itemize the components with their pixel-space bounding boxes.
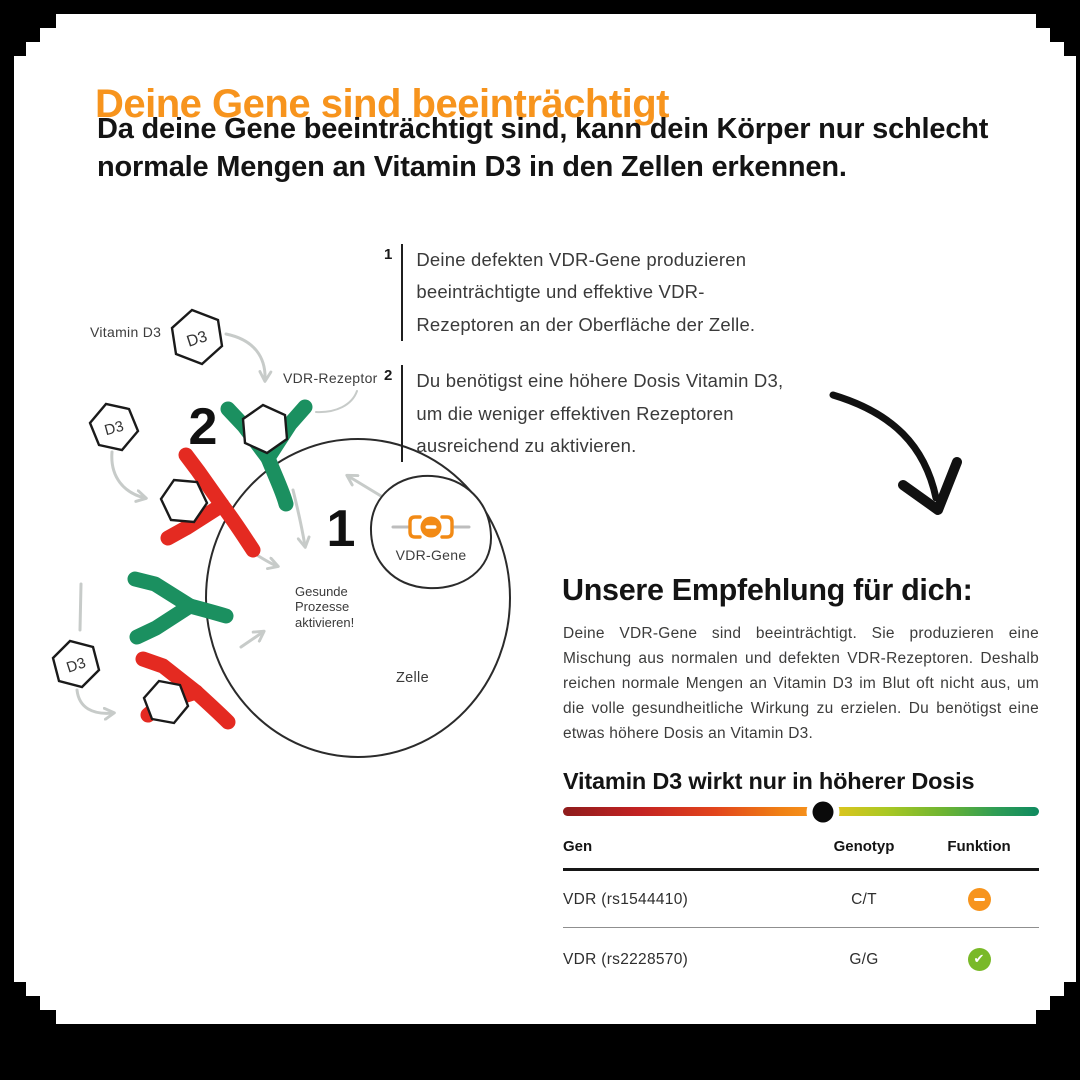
point-number: 1	[384, 246, 393, 263]
arrow-gene-to-membrane	[348, 476, 383, 498]
column-header-gen: Gen	[563, 838, 593, 855]
arrow-d3-to-receptor	[224, 332, 265, 380]
table-row: VDR (rs1544410) C/T	[563, 871, 1039, 928]
flow-arrows	[75, 332, 383, 713]
d3-hexagon-icon	[170, 308, 224, 366]
column-header-genotyp: Genotyp	[833, 838, 895, 855]
recommendation-body: Deine VDR-Gene sind beeinträchtigt. Sie …	[563, 624, 1039, 742]
vitamin-d3-hexagons: D3 D3 D3	[51, 308, 224, 689]
vdr-gene-icon	[391, 515, 471, 539]
vdr-gene-label: VDR-Gene	[396, 547, 467, 563]
docked-hexagon	[159, 478, 209, 524]
step-2-number: 2	[189, 398, 218, 456]
funktion-cell: ✔	[919, 948, 1039, 971]
green-receptor-icon	[127, 571, 234, 645]
cell-label: Zelle	[396, 670, 429, 686]
healthy-processes-label: Gesunde Prozesse aktivieren!	[295, 584, 355, 630]
docked-hexagon	[142, 679, 190, 725]
point-number: 2	[384, 367, 393, 385]
list-item: 1 Deine defekten VDR-Gene produzieren be…	[384, 244, 792, 342]
d3-hexagon-label: D3	[185, 328, 210, 351]
funktion-cell	[919, 888, 1039, 911]
genotyp-cell: G/G	[849, 950, 879, 968]
cell-diagram: D3 D3 D3 VDR-Gene 2 1 Vitamin D3 VDR-Rez…	[51, 308, 511, 758]
table-header-row: Gen Genotyp Funktion	[563, 838, 1039, 871]
line-d3-drop	[78, 582, 83, 632]
point-text: Deine defekten VDR-Gene produzieren beei…	[401, 244, 792, 342]
gen-cell: VDR (rs1544410)	[563, 890, 689, 908]
red-receptor-icon	[160, 447, 261, 558]
genotyp-cell: C/T	[851, 890, 877, 908]
page-title: Deine Gene sind beeinträchtigt	[95, 81, 670, 126]
points-list: 1 Deine defekten VDR-Gene produzieren be…	[384, 244, 792, 486]
list-item: 2 Du benötigst eine höhere Dosis Vitamin…	[384, 365, 792, 463]
column-header-funktion: Funktion	[947, 838, 1011, 855]
arrow-into-cell	[291, 488, 305, 546]
recommendation-heading: Unsere Empfehlung für dich:	[562, 573, 973, 608]
arrow-to-processes	[239, 632, 263, 649]
dose-subheading: Vitamin D3 wirkt nur in höherer Dosis	[563, 767, 975, 794]
point-text: Du benötigst eine höhere Dosis Vitamin D…	[401, 365, 792, 463]
page-subtitle: Da deine Gene beeinträchtigt sind, kann …	[97, 113, 989, 183]
arrow-d3-to-red-receptor	[110, 450, 145, 498]
docked-hexagon	[241, 403, 289, 455]
d3-hexagon-label: D3	[103, 418, 126, 439]
dose-scale-marker[interactable]	[812, 801, 834, 822]
dose-scale	[563, 801, 1039, 822]
vdr-receptor-label: VDR-Rezeptor	[283, 370, 378, 386]
minus-icon	[967, 888, 991, 911]
gene-table: Gen Genotyp Funktion VDR (rs1544410) C/T…	[563, 838, 1039, 989]
vitamin-d3-label: Vitamin D3	[90, 324, 161, 340]
cell-membrane	[205, 438, 511, 758]
table-row: VDR (rs2228570) G/G ✔	[563, 928, 1039, 989]
d3-hexagon-icon	[88, 402, 140, 452]
arrow-d3-bottom	[75, 688, 113, 713]
step-1-number: 1	[327, 500, 356, 558]
d3-hexagon-label: D3	[64, 654, 88, 676]
d3-hexagon-icon	[51, 639, 101, 689]
check-icon: ✔	[967, 948, 991, 971]
receptor-label-connector	[315, 390, 358, 414]
curved-arrow-icon	[829, 391, 962, 515]
gen-cell: VDR (rs2228570)	[563, 950, 689, 968]
